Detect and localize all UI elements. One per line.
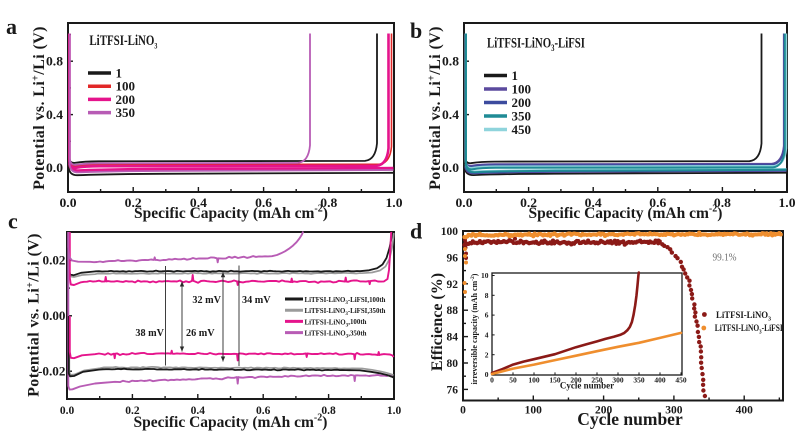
svg-text:100: 100 — [116, 79, 136, 94]
svg-text:0.02: 0.02 — [43, 253, 66, 268]
svg-text:0.4: 0.4 — [46, 108, 64, 122]
svg-text:0.4: 0.4 — [190, 196, 208, 210]
svg-text:1: 1 — [116, 65, 123, 80]
svg-text:8: 8 — [485, 291, 489, 300]
svg-text:100: 100 — [528, 376, 540, 385]
svg-text:d: d — [410, 219, 422, 244]
svg-text:0: 0 — [460, 405, 466, 417]
svg-text:0.0: 0.0 — [442, 161, 459, 175]
svg-text:450: 450 — [675, 376, 687, 385]
svg-text:0.0: 0.0 — [60, 196, 77, 210]
svg-text:a: a — [6, 14, 17, 39]
svg-text:LiTFSI-LiNO3-LiFSI: LiTFSI-LiNO3-LiFSI — [487, 36, 585, 54]
svg-text:LiTFSI-LiNO3-LiFSI,100th: LiTFSI-LiNO3-LiFSI,100th — [305, 295, 387, 306]
svg-text:100: 100 — [512, 81, 532, 96]
svg-text:0.8: 0.8 — [442, 54, 459, 68]
svg-text:0.2: 0.2 — [125, 405, 140, 417]
svg-text:350: 350 — [633, 376, 645, 385]
svg-text:LiTFSI-LiNO3-LiFSI: LiTFSI-LiNO3-LiFSI — [715, 323, 783, 336]
svg-text:100: 100 — [525, 405, 543, 417]
svg-text:0.2: 0.2 — [520, 196, 537, 210]
svg-text:LiTFSI-LiNO3-LiFSI,350th: LiTFSI-LiNO3-LiFSI,350th — [305, 306, 387, 317]
svg-text:0: 0 — [490, 376, 494, 385]
svg-text:1.0: 1.0 — [387, 405, 402, 417]
svg-text:0.8: 0.8 — [714, 196, 731, 210]
svg-text:Potential vs. Li+/Li (V): Potential vs. Li+/Li (V) — [31, 26, 49, 190]
svg-text:Efficience (%): Efficience (%) — [429, 273, 446, 371]
svg-text:b: b — [410, 18, 422, 43]
svg-text:50: 50 — [509, 376, 517, 385]
svg-text:400: 400 — [736, 405, 754, 417]
svg-text:-0.02: -0.02 — [38, 363, 66, 378]
svg-text:0.8: 0.8 — [321, 405, 336, 417]
svg-text:0.8: 0.8 — [320, 196, 337, 210]
svg-text:38 mV: 38 mV — [135, 328, 164, 339]
svg-text:0.00: 0.00 — [43, 308, 66, 323]
svg-text:0.8: 0.8 — [46, 54, 63, 68]
svg-text:0.0: 0.0 — [456, 196, 473, 210]
svg-text:34 mV: 34 mV — [242, 295, 271, 306]
svg-text:0: 0 — [485, 370, 489, 379]
svg-text:6: 6 — [485, 311, 489, 320]
svg-text:200: 200 — [595, 405, 613, 417]
svg-text:200: 200 — [570, 376, 582, 385]
svg-text:Cycle number: Cycle number — [577, 409, 683, 429]
svg-text:88: 88 — [447, 305, 459, 317]
svg-text:100: 100 — [441, 226, 459, 238]
svg-text:80: 80 — [447, 358, 459, 370]
svg-text:250: 250 — [591, 376, 603, 385]
svg-text:400: 400 — [654, 376, 666, 385]
svg-text:0.0: 0.0 — [46, 161, 63, 175]
svg-text:1: 1 — [512, 68, 519, 83]
svg-text:450: 450 — [512, 122, 532, 137]
svg-text:0.2: 0.2 — [125, 196, 142, 210]
svg-text:2: 2 — [485, 350, 489, 359]
svg-text:84: 84 — [447, 332, 459, 344]
svg-text:LiTFSI-LiNO3,350th: LiTFSI-LiNO3,350th — [305, 328, 368, 339]
svg-text:350: 350 — [512, 108, 532, 123]
svg-text:92: 92 — [447, 279, 459, 291]
svg-text:LiTFSI-LiNO3: LiTFSI-LiNO3 — [716, 310, 771, 323]
svg-text:300: 300 — [665, 405, 683, 417]
svg-text:Specific Capacity (mAh cm-2): Specific Capacity (mAh cm-2) — [134, 413, 328, 432]
svg-text:0.4: 0.4 — [191, 405, 206, 417]
svg-text:0.4: 0.4 — [585, 196, 603, 210]
svg-text:150: 150 — [549, 376, 561, 385]
svg-text:0.6: 0.6 — [255, 196, 272, 210]
svg-text:Cycle number: Cycle number — [560, 381, 614, 391]
svg-text:200: 200 — [116, 92, 136, 107]
svg-text:LiTFSI-LiNO3,100th: LiTFSI-LiNO3,100th — [305, 317, 368, 328]
svg-text:irreversible capacity (mAh cm-: irreversible capacity (mAh cm-2) — [470, 273, 479, 384]
svg-text:Specific Capacity (mAh cm-2): Specific Capacity (mAh cm-2) — [529, 204, 723, 223]
svg-text:Specific Capacity (mAh cm-2): Specific Capacity (mAh cm-2) — [134, 204, 328, 223]
svg-text:76: 76 — [447, 384, 459, 396]
svg-text:96: 96 — [447, 252, 459, 264]
svg-text:c: c — [8, 209, 18, 234]
svg-text:26 mV: 26 mV — [186, 328, 215, 339]
svg-text:LiTFSI-LiNO3: LiTFSI-LiNO3 — [89, 33, 157, 51]
svg-text:0.6: 0.6 — [649, 196, 666, 210]
svg-text:0.0: 0.0 — [60, 405, 75, 417]
svg-text:32 mV: 32 mV — [192, 295, 221, 306]
svg-text:Potential vs. Li+/Li (V): Potential vs. Li+/Li (V) — [25, 233, 43, 397]
svg-text:350: 350 — [116, 105, 136, 120]
svg-text:0.6: 0.6 — [256, 405, 271, 417]
svg-text:99.1%: 99.1% — [713, 252, 737, 264]
svg-text:10: 10 — [481, 271, 489, 280]
svg-text:300: 300 — [612, 376, 624, 385]
svg-text:1.0: 1.0 — [386, 196, 403, 210]
svg-text:4: 4 — [485, 331, 489, 340]
svg-text:0.4: 0.4 — [442, 108, 460, 122]
svg-text:200: 200 — [512, 95, 532, 110]
svg-text:1.0: 1.0 — [779, 196, 796, 210]
svg-text:Potential vs. Li+/Li (V): Potential vs. Li+/Li (V) — [427, 26, 445, 190]
